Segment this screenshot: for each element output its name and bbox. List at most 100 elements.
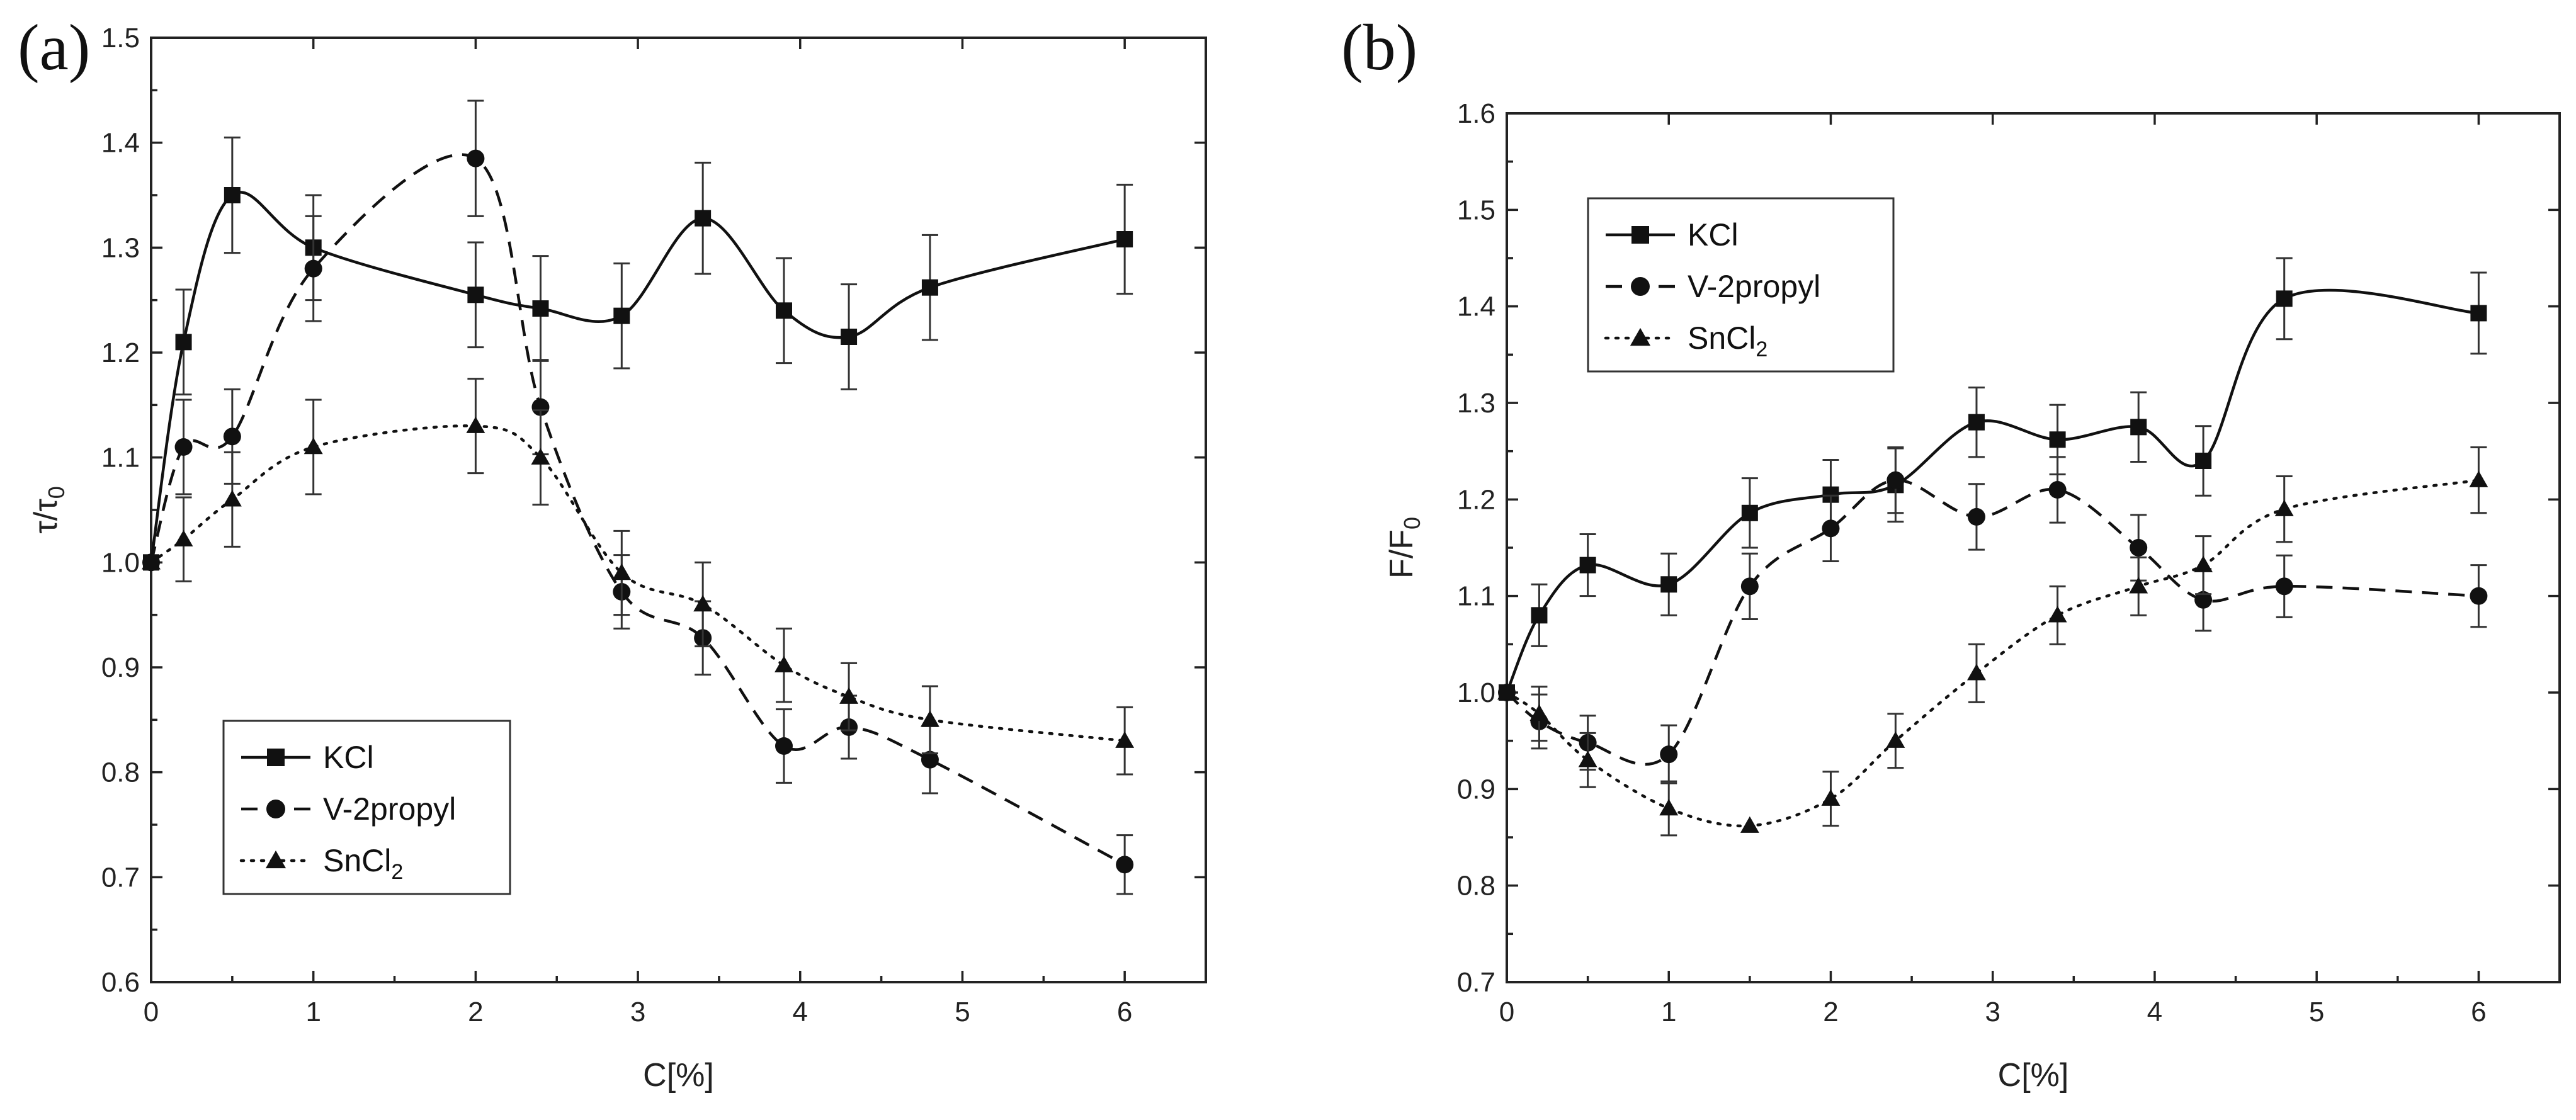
data-point-sncl2 bbox=[1529, 704, 1549, 721]
data-point-kcl bbox=[1660, 576, 1677, 593]
y-tick-label: 1.0 bbox=[101, 547, 140, 578]
data-point-kcl bbox=[613, 307, 630, 324]
x-tick-label: 0 bbox=[1499, 997, 1514, 1027]
series-line-sncl2 bbox=[1505, 478, 2480, 828]
data-point-v-2propyl bbox=[2194, 591, 2213, 609]
data-point-v-2propyl bbox=[1967, 507, 1985, 526]
x-tick-label: 2 bbox=[1823, 997, 1838, 1027]
data-point-kcl bbox=[532, 300, 549, 317]
legend-marker-sncl2 bbox=[1630, 327, 1651, 346]
x-tick-label: 1 bbox=[1661, 997, 1676, 1027]
legend-marker-v-2propyl bbox=[266, 800, 285, 818]
data-point-kcl bbox=[2276, 290, 2293, 307]
data-point-v-2propyl bbox=[775, 737, 793, 755]
y-tick-label: 1.1 bbox=[101, 443, 140, 473]
data-point-sncl2 bbox=[2274, 499, 2294, 516]
legend-label-v-2propyl: V-2propyl bbox=[323, 791, 456, 827]
data-point-sncl2 bbox=[2194, 555, 2213, 572]
y-tick-label: 1.4 bbox=[1457, 291, 1495, 322]
data-point-kcl bbox=[921, 279, 938, 296]
y-tick-label: 1.3 bbox=[1457, 388, 1495, 419]
y-tick-label: 0.8 bbox=[101, 757, 140, 788]
x-tick-label: 6 bbox=[2471, 997, 2486, 1027]
data-point-kcl bbox=[224, 187, 241, 203]
legend: KCl V-2propyl SnCl2 bbox=[222, 720, 511, 895]
legend-marker-v-2propyl bbox=[1631, 277, 1650, 296]
x-tick-label: 2 bbox=[468, 997, 483, 1027]
y-axis-label: τ/τ0 bbox=[28, 486, 69, 534]
data-point-sncl2 bbox=[531, 448, 550, 465]
y-tick-label: 0.6 bbox=[101, 967, 140, 998]
y-tick-label: 0.9 bbox=[101, 652, 140, 683]
legend-marker-kcl bbox=[1631, 226, 1649, 244]
data-point-v-2propyl bbox=[2470, 587, 2488, 605]
y-tick-label: 1.6 bbox=[1457, 98, 1495, 129]
data-point-sncl2 bbox=[1497, 683, 1516, 700]
legend-label-main: SnCl bbox=[1688, 320, 1756, 356]
chart-panel-b: (b) 0 1 2 3 4 5 6 0.7 0.8 0.9 1.0 1.1 1.2 1.3 1.4 1.5 1.6… bbox=[1341, 11, 2561, 1094]
data-point-kcl bbox=[2195, 453, 2212, 469]
data-point-v-2propyl bbox=[2130, 539, 2148, 557]
legend-label-main: KCl bbox=[1688, 217, 1739, 252]
data-point-v-2propyl bbox=[1660, 745, 1678, 764]
x-tick-label: 3 bbox=[1985, 997, 2000, 1027]
series-v-2propyl bbox=[1498, 446, 2488, 784]
data-point-kcl bbox=[467, 286, 484, 303]
legend-label-kcl: KCl bbox=[1688, 217, 1739, 252]
data-point-sncl2 bbox=[920, 710, 939, 727]
legend-label-sncl2: SnCl2 bbox=[323, 843, 403, 884]
data-point-sncl2 bbox=[466, 416, 485, 433]
data-point-v-2propyl bbox=[2048, 481, 2067, 499]
data-point-v-2propyl bbox=[1116, 856, 1134, 874]
legend-label-sub: 2 bbox=[391, 860, 403, 884]
legend-label-sub: 2 bbox=[1756, 337, 1767, 361]
data-point-sncl2 bbox=[2048, 606, 2067, 623]
series-kcl bbox=[1499, 257, 2487, 701]
data-point-v-2propyl bbox=[2275, 577, 2293, 596]
data-point-kcl bbox=[841, 329, 858, 345]
data-point-sncl2 bbox=[2129, 577, 2148, 594]
x-tick-label: 6 bbox=[1117, 997, 1132, 1027]
data-point-kcl bbox=[2130, 419, 2147, 436]
chart-panel-a: (a) 0 1 2 3 4 5 6 0.6 0.7 0.8 0.9 1.0 1.1 1.2 1.3 1.4 1.5… bbox=[18, 11, 1207, 1094]
y-axis-label-sub: 0 bbox=[1399, 517, 1425, 529]
data-point-sncl2 bbox=[222, 490, 242, 507]
data-point-v-2propyl bbox=[1822, 519, 1840, 538]
data-point-kcl bbox=[1741, 504, 1758, 521]
y-tick-label: 1.2 bbox=[101, 337, 140, 368]
data-point-kcl bbox=[1531, 607, 1548, 624]
data-point-sncl2 bbox=[839, 687, 859, 704]
y-tick-label: 1.4 bbox=[101, 128, 140, 159]
x-axis-label: C[%] bbox=[1998, 1057, 2069, 1094]
legend-label-kcl: KCl bbox=[323, 740, 374, 775]
data-point-kcl bbox=[695, 210, 712, 227]
y-tick-label: 1.5 bbox=[1457, 195, 1495, 225]
data-point-sncl2 bbox=[1115, 731, 1135, 748]
y-axis-label: F/F0 bbox=[1383, 517, 1425, 579]
series-line-kcl bbox=[149, 191, 1125, 563]
data-point-sncl2 bbox=[1578, 750, 1597, 767]
data-point-kcl bbox=[776, 302, 792, 319]
data-point-v-2propyl bbox=[921, 750, 939, 769]
legend-label-main: V-2propyl bbox=[1688, 269, 1820, 304]
data-point-sncl2 bbox=[775, 655, 793, 672]
x-tick-label: 4 bbox=[2147, 997, 2162, 1027]
x-tick-label: 0 bbox=[144, 997, 159, 1027]
y-tick-label: 1.5 bbox=[101, 23, 140, 54]
series-kcl bbox=[143, 136, 1133, 571]
y-tick-label: 0.7 bbox=[101, 862, 140, 893]
legend-label-sncl2: SnCl2 bbox=[1688, 320, 1767, 361]
data-point-sncl2 bbox=[1967, 664, 1986, 681]
series-sncl2 bbox=[142, 378, 1135, 776]
y-axis-label-main: F/F bbox=[1383, 529, 1420, 579]
series-sncl2 bbox=[1497, 446, 2488, 837]
data-point-v-2propyl bbox=[531, 398, 550, 416]
legend-marker-kcl bbox=[267, 749, 285, 766]
data-point-v-2propyl bbox=[304, 259, 322, 278]
x-tick-label: 5 bbox=[955, 997, 970, 1027]
series-line-sncl2 bbox=[149, 424, 1126, 742]
series-line-v-2propyl bbox=[1506, 478, 2479, 766]
data-point-sncl2 bbox=[174, 529, 193, 546]
data-point-sncl2 bbox=[304, 438, 323, 455]
